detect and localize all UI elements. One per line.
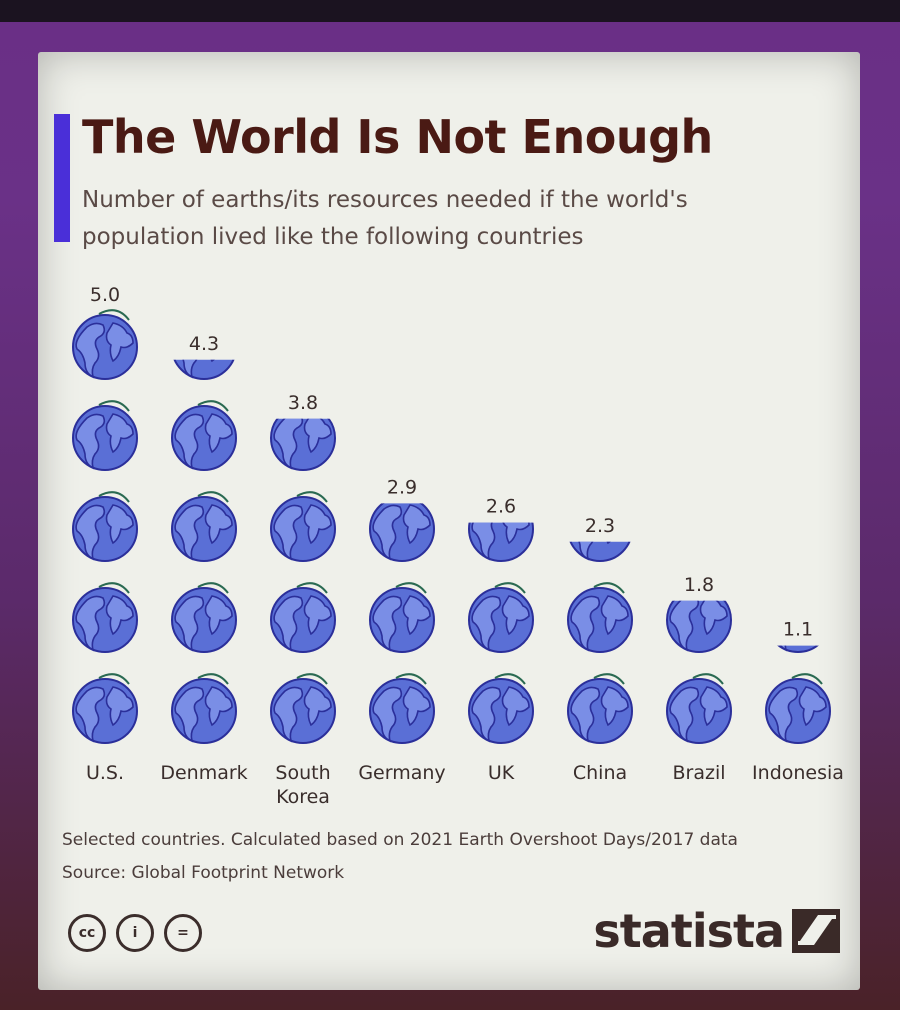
- value-label: 1.1: [783, 619, 813, 641]
- infographic-card: The World Is Not Enough Number of earths…: [38, 52, 860, 990]
- earth-icon-partial: [777, 645, 819, 653]
- earth-icon: [567, 673, 633, 744]
- earth-icon: [765, 673, 831, 744]
- value-label: 4.3: [189, 333, 219, 355]
- earth-icon-partial: [173, 359, 235, 380]
- cc-icon[interactable]: cc: [68, 914, 106, 952]
- chart-subtitle: Number of earths/its resources needed if…: [82, 187, 688, 250]
- category-label: U.S.: [86, 762, 124, 784]
- category-label: Denmark: [160, 762, 247, 784]
- no-derivatives-icon[interactable]: =: [164, 914, 202, 952]
- earth-icon: [270, 491, 336, 562]
- earth-icon: [369, 673, 435, 744]
- title-accent-bar: [54, 114, 70, 242]
- earth-icon: [369, 582, 435, 653]
- earth-icon-partial: [468, 522, 534, 562]
- earth-icon-partial: [569, 541, 631, 562]
- earth-icon: [72, 582, 138, 653]
- earth-icon: [468, 582, 534, 653]
- earth-icon: [171, 400, 237, 471]
- category-label: Germany: [358, 762, 445, 784]
- category-label: China: [573, 762, 627, 784]
- category-label: South Korea: [275, 762, 330, 808]
- earth-icon: [468, 673, 534, 744]
- earth-icon: [270, 582, 336, 653]
- earth-icon: [666, 673, 732, 744]
- value-label: 2.6: [486, 496, 516, 518]
- earth-icon-partial: [369, 503, 435, 562]
- earth-icon: [567, 582, 633, 653]
- value-label: 5.0: [90, 284, 120, 306]
- earth-icon: [171, 673, 237, 744]
- attribution-icon[interactable]: i: [116, 914, 154, 952]
- earth-icon: [72, 673, 138, 744]
- source-note: Source: Global Footprint Network: [62, 863, 345, 883]
- statista-logo-icon: [792, 909, 840, 953]
- earth-icon: [171, 491, 237, 562]
- earth-icon: [72, 491, 138, 562]
- chart-title: The World Is Not Enough: [82, 110, 713, 164]
- earth-icon-partial: [666, 600, 732, 653]
- earth-icon: [72, 309, 138, 380]
- license-icons: cc i =: [68, 914, 202, 952]
- pictogram-chart: 5.0 U.S. 4.3 Denmark 3.8 South Korea 2.9 Germany…: [72, 284, 844, 808]
- footnote: Selected countries. Calculated based on …: [62, 830, 738, 850]
- earth-icon: [270, 673, 336, 744]
- value-label: 3.8: [288, 392, 318, 414]
- value-label: 2.3: [585, 515, 615, 537]
- statista-brand[interactable]: statista: [593, 904, 840, 958]
- earth-icon: [171, 582, 237, 653]
- category-label: Indonesia: [752, 762, 844, 784]
- earth-icon: [72, 400, 138, 471]
- brand-name: statista: [593, 904, 785, 958]
- value-label: 1.8: [684, 574, 714, 596]
- category-label: UK: [488, 762, 515, 784]
- value-label: 2.9: [387, 476, 417, 498]
- earth-icon-partial: [270, 418, 336, 471]
- category-label: Brazil: [672, 762, 725, 784]
